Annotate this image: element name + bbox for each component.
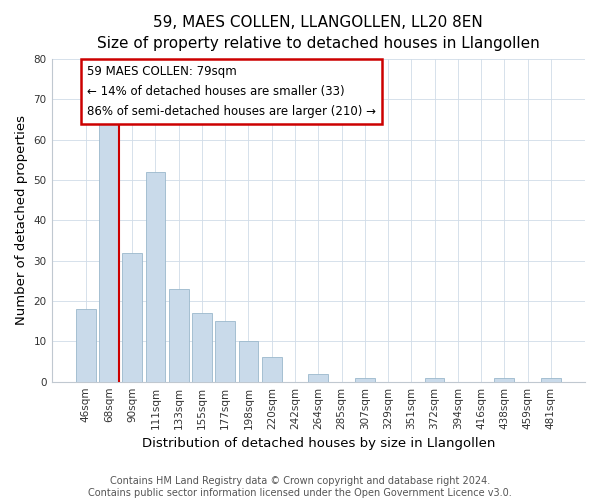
Bar	[425, 378, 445, 382]
Bar	[99, 120, 119, 382]
Bar	[76, 309, 95, 382]
Bar	[494, 378, 514, 382]
Y-axis label: Number of detached properties: Number of detached properties	[15, 116, 28, 326]
Title: 59, MAES COLLEN, LLANGOLLEN, LL20 8EN
Size of property relative to detached hous: 59, MAES COLLEN, LLANGOLLEN, LL20 8EN Si…	[97, 15, 539, 51]
Text: Contains HM Land Registry data © Crown copyright and database right 2024.
Contai: Contains HM Land Registry data © Crown c…	[88, 476, 512, 498]
Bar	[146, 172, 166, 382]
Bar	[239, 342, 259, 382]
Bar	[192, 313, 212, 382]
Bar	[308, 374, 328, 382]
Bar	[122, 252, 142, 382]
Bar	[355, 378, 374, 382]
X-axis label: Distribution of detached houses by size in Llangollen: Distribution of detached houses by size …	[142, 437, 495, 450]
Bar	[541, 378, 561, 382]
Bar	[215, 321, 235, 382]
Bar	[262, 358, 281, 382]
Text: 59 MAES COLLEN: 79sqm
← 14% of detached houses are smaller (33)
86% of semi-deta: 59 MAES COLLEN: 79sqm ← 14% of detached …	[87, 65, 376, 118]
Bar	[169, 289, 188, 382]
